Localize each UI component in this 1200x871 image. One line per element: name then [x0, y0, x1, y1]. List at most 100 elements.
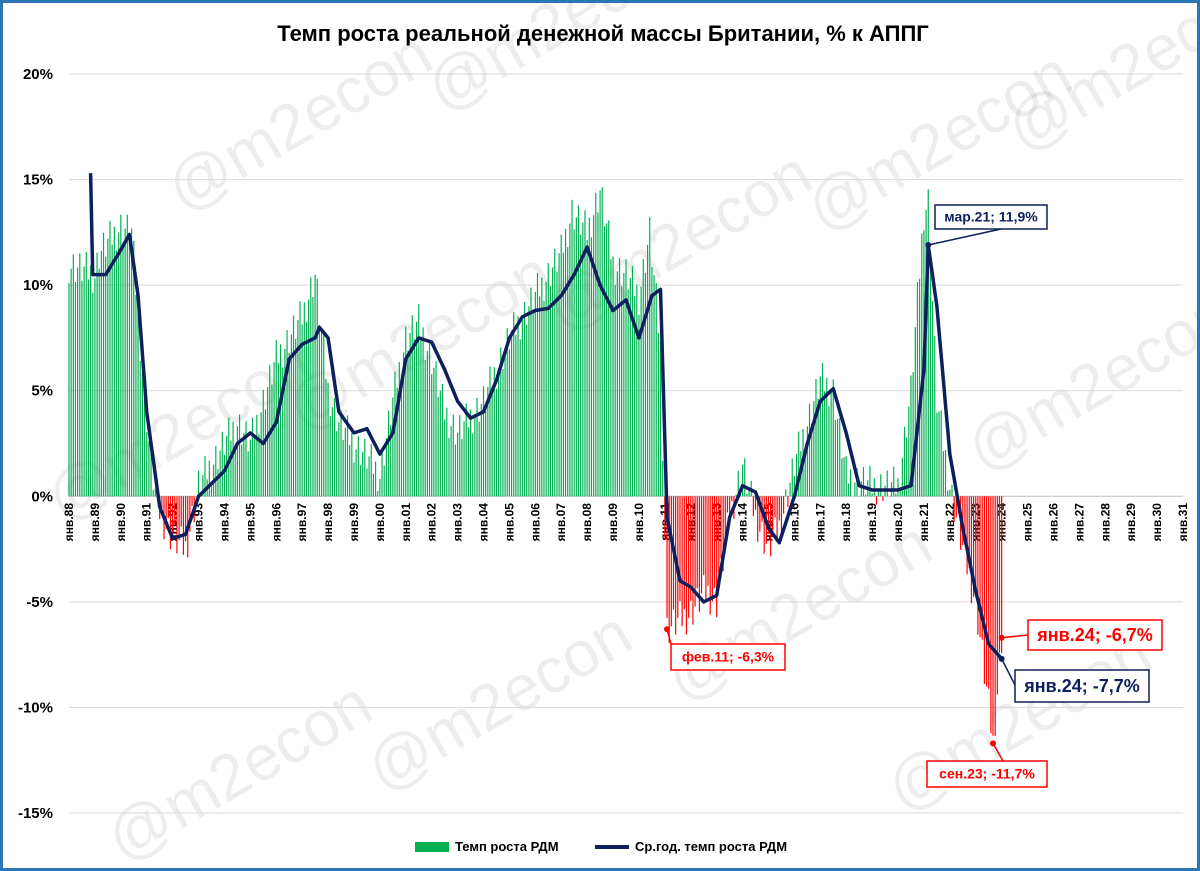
- bar: [362, 451, 364, 497]
- bar: [89, 265, 92, 497]
- y-tick-label: 0%: [31, 488, 53, 505]
- bar: [115, 250, 118, 497]
- bar: [679, 496, 681, 602]
- bar: [353, 462, 355, 497]
- bar: [610, 259, 612, 497]
- bar: [862, 467, 865, 497]
- bar: [180, 496, 182, 527]
- bar: [424, 360, 426, 497]
- bar: [377, 491, 379, 497]
- bar: [364, 438, 366, 497]
- bar: [72, 254, 74, 497]
- x-tick-label: янв.00: [373, 503, 387, 542]
- bar: [903, 426, 906, 497]
- annotation-box: [1014, 669, 1150, 703]
- x-tick-label: янв.90: [114, 503, 128, 542]
- bar: [590, 237, 593, 497]
- bar: [530, 287, 532, 497]
- bar: [439, 390, 441, 497]
- bar: [349, 445, 351, 497]
- bar: [385, 438, 387, 497]
- bar: [886, 470, 888, 497]
- bar: [288, 353, 290, 497]
- bar: [344, 427, 346, 497]
- bar: [707, 496, 709, 586]
- bar: [621, 286, 623, 497]
- bar: [450, 426, 452, 497]
- bar: [100, 250, 102, 497]
- bar: [897, 478, 899, 497]
- bar: [998, 496, 1001, 653]
- bar: [243, 432, 245, 497]
- bar: [111, 244, 113, 497]
- bar: [839, 417, 841, 497]
- bar: [813, 401, 815, 497]
- bar: [169, 496, 172, 550]
- bar: [836, 418, 839, 497]
- annotation-leader: [1000, 658, 1016, 686]
- bar: [916, 281, 919, 497]
- bar: [431, 374, 433, 497]
- bar: [308, 299, 310, 497]
- bar: [631, 266, 634, 497]
- bar: [795, 453, 798, 497]
- bar: [646, 245, 649, 497]
- bar: [975, 496, 977, 591]
- bar: [405, 326, 407, 497]
- bar: [428, 341, 431, 497]
- bar: [776, 496, 778, 540]
- bar: [901, 457, 903, 497]
- bar: [729, 496, 731, 526]
- bar: [254, 437, 256, 497]
- bar: [914, 327, 916, 497]
- y-tick-label: 15%: [23, 172, 53, 189]
- bar: [247, 451, 249, 497]
- bar: [910, 375, 912, 497]
- bar: [580, 234, 582, 497]
- bar: [944, 449, 947, 497]
- bar: [217, 469, 219, 497]
- x-tick-label: янв.06: [528, 503, 542, 542]
- bar: [618, 257, 621, 497]
- bar: [562, 252, 564, 497]
- bar: [336, 431, 338, 497]
- bar: [489, 366, 491, 497]
- bar: [152, 490, 154, 497]
- bar: [495, 388, 498, 497]
- bar: [154, 488, 156, 497]
- bar: [843, 457, 845, 497]
- x-tick-label: янв.95: [243, 503, 257, 542]
- bar: [415, 321, 418, 497]
- x-tick-label: янв.17: [813, 503, 827, 542]
- bar: [83, 266, 85, 497]
- bar: [498, 368, 500, 497]
- bar: [873, 478, 875, 497]
- bar: [150, 449, 152, 497]
- bar: [485, 407, 487, 497]
- x-tick-label: янв.03: [451, 503, 465, 542]
- bar: [133, 240, 135, 497]
- watermark-text: @m2econ: [94, 666, 383, 868]
- x-tick-label: янв.96: [269, 503, 283, 542]
- bar: [310, 277, 312, 497]
- annotation-label: мар.21; 11,9%: [944, 209, 1038, 225]
- bar: [191, 496, 193, 506]
- bar: [772, 496, 774, 537]
- bar: [346, 415, 349, 497]
- bar: [778, 496, 780, 521]
- bar: [603, 226, 606, 497]
- annotation-point: [998, 655, 1005, 662]
- bar: [172, 496, 174, 539]
- bar: [208, 460, 210, 497]
- x-tick-label: янв.93: [192, 503, 206, 542]
- bar: [616, 271, 618, 497]
- bar: [662, 461, 664, 497]
- bar: [232, 421, 234, 497]
- bar: [584, 210, 586, 497]
- bar: [906, 437, 908, 497]
- bar: [286, 330, 288, 497]
- bar: [515, 334, 517, 497]
- bar: [506, 328, 508, 497]
- bar: [629, 277, 631, 497]
- x-tick-label: янв.29: [1124, 503, 1138, 542]
